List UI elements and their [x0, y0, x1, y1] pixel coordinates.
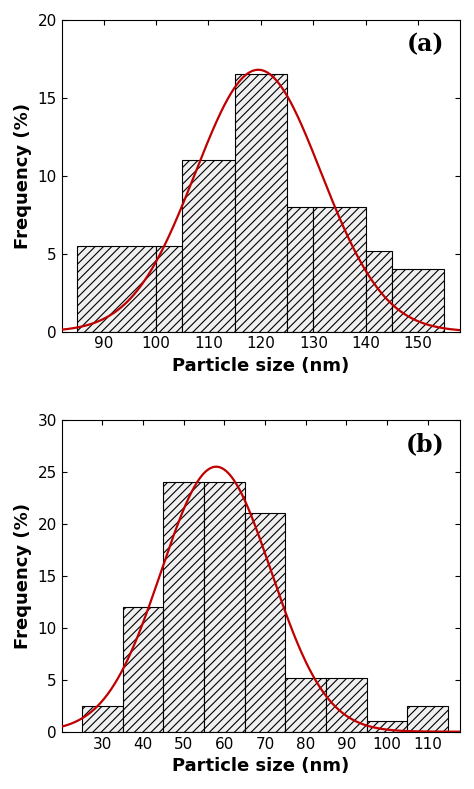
Bar [285, 678, 326, 731]
Y-axis label: Frequency (%): Frequency (%) [14, 503, 32, 649]
Bar [123, 607, 164, 731]
Bar [77, 246, 156, 331]
Bar [245, 514, 285, 731]
Bar [287, 207, 313, 331]
Bar [326, 678, 366, 731]
Text: (b): (b) [405, 432, 444, 456]
Bar [366, 721, 407, 731]
Bar [156, 246, 182, 331]
Y-axis label: Frequency (%): Frequency (%) [14, 103, 32, 249]
X-axis label: Particle size (nm): Particle size (nm) [172, 357, 349, 375]
Bar [82, 705, 123, 731]
Bar [164, 482, 204, 731]
Bar [182, 160, 235, 331]
Bar [392, 269, 445, 331]
Bar [204, 482, 245, 731]
X-axis label: Particle size (nm): Particle size (nm) [172, 757, 349, 775]
Bar [407, 705, 448, 731]
Bar [235, 74, 287, 331]
Text: (a): (a) [407, 32, 444, 56]
Bar [366, 251, 392, 331]
Bar [313, 207, 366, 331]
